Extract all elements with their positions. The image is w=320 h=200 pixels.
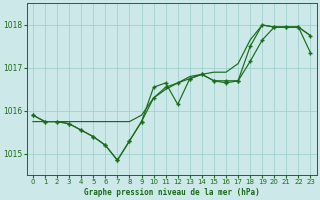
X-axis label: Graphe pression niveau de la mer (hPa): Graphe pression niveau de la mer (hPa) [84, 188, 260, 197]
